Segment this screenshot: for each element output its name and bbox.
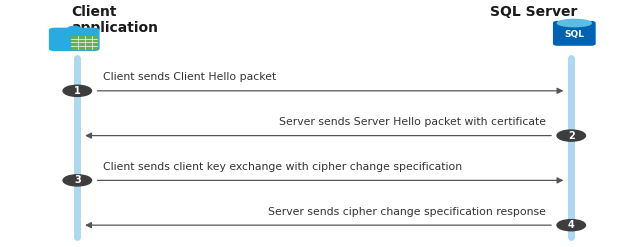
Text: 4: 4 (568, 220, 575, 230)
Text: Client sends Client Hello packet: Client sends Client Hello packet (103, 72, 276, 82)
Text: 3: 3 (74, 175, 81, 185)
Circle shape (63, 85, 91, 96)
Text: Client sends client key exchange with cipher change specification: Client sends client key exchange with ci… (103, 162, 462, 172)
Text: SQL: SQL (564, 30, 584, 39)
Circle shape (63, 175, 91, 186)
Text: Client
application: Client application (71, 5, 158, 35)
Circle shape (67, 26, 81, 32)
Text: 1: 1 (74, 86, 81, 96)
Text: SQL Server: SQL Server (490, 5, 578, 19)
FancyBboxPatch shape (71, 36, 97, 49)
Text: Server sends cipher change specification response: Server sends cipher change specification… (268, 207, 546, 217)
Text: 2: 2 (568, 131, 575, 141)
Circle shape (557, 130, 585, 141)
Circle shape (557, 220, 585, 231)
Text: Server sends Server Hello packet with certificate: Server sends Server Hello packet with ce… (279, 117, 546, 127)
Ellipse shape (558, 20, 592, 27)
FancyBboxPatch shape (554, 21, 595, 45)
FancyBboxPatch shape (50, 28, 99, 50)
